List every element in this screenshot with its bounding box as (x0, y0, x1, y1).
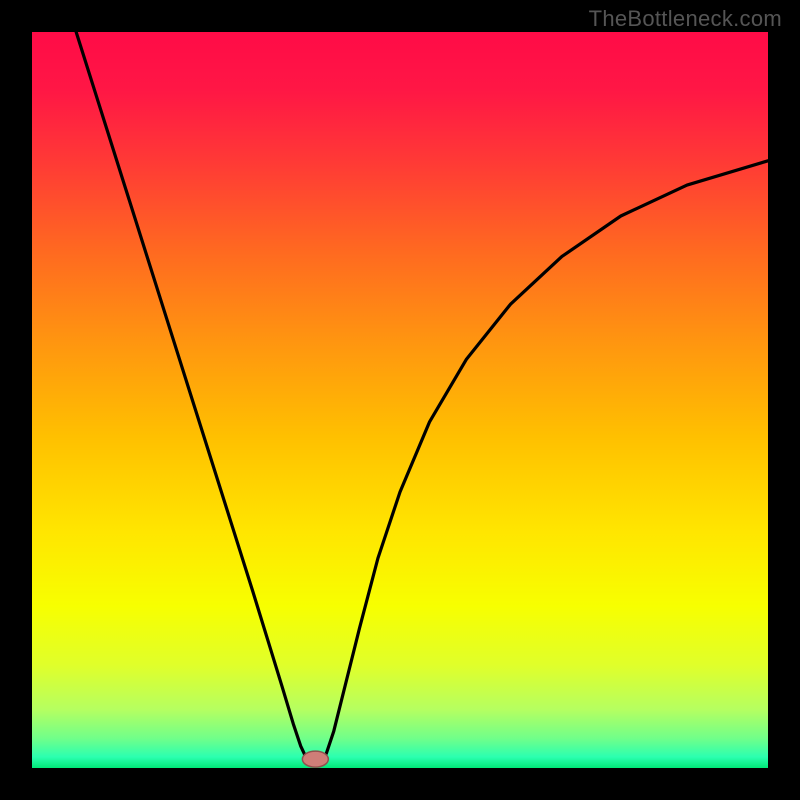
watermark-text: TheBottleneck.com (589, 6, 782, 32)
chart-frame: TheBottleneck.com (0, 0, 800, 800)
plot-svg (32, 32, 768, 768)
gradient-background (32, 32, 768, 768)
plot-area (32, 32, 768, 768)
optimal-point-marker (302, 751, 328, 767)
